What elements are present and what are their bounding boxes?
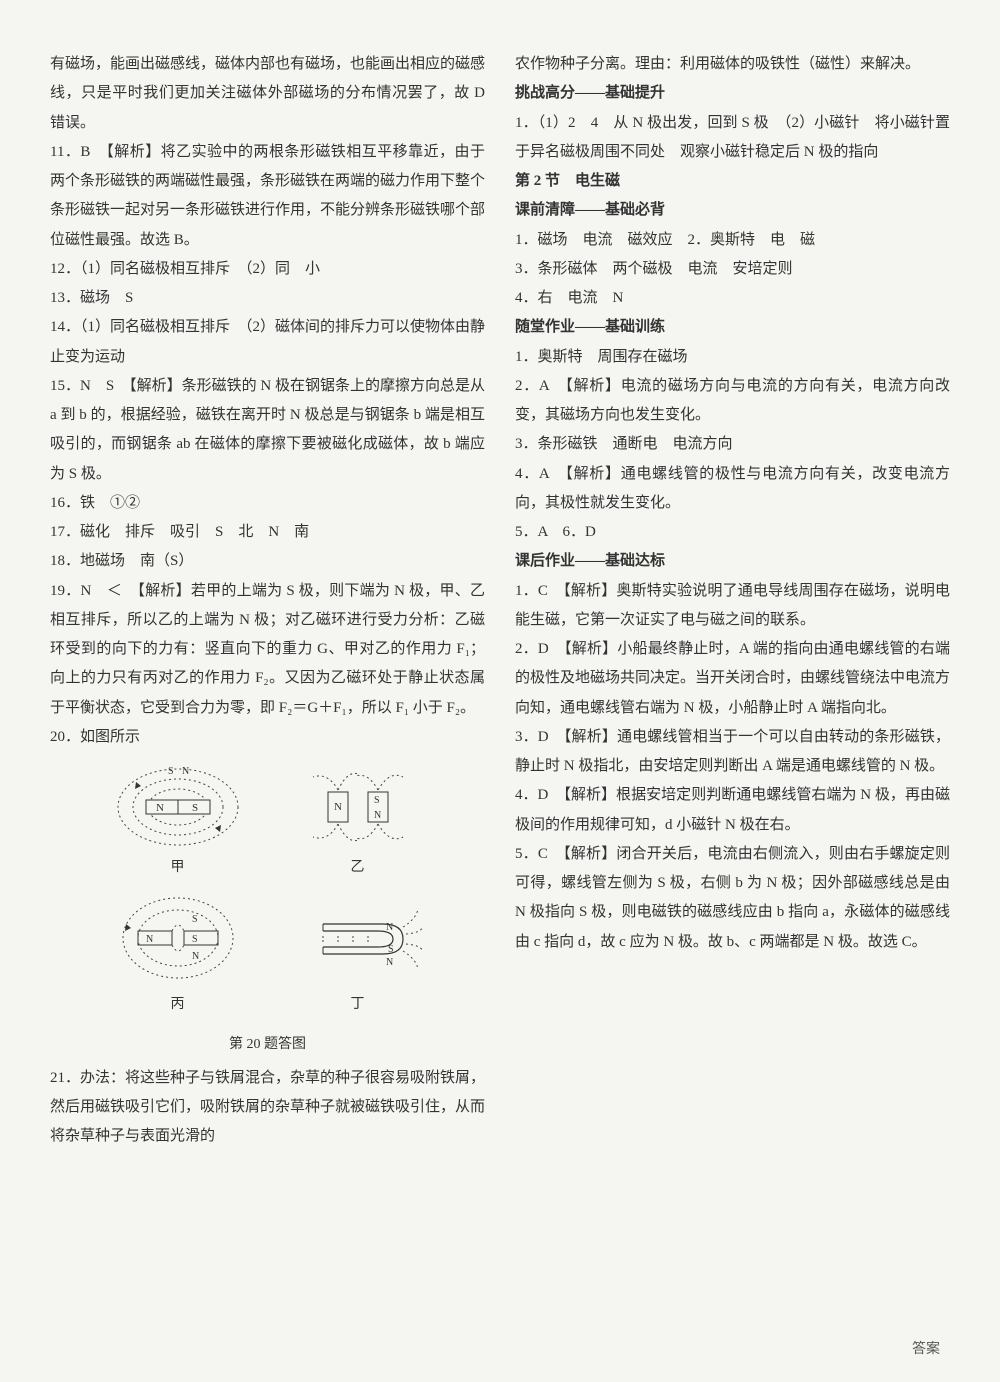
page-footer: 答案 [912, 1338, 940, 1358]
paragraph: 1．（1）2 4 从 N 极出发，回到 S 极 （2）小磁针 将小磁针置于异名磁… [515, 109, 950, 168]
chapter-heading: 第 2 节 电生磁 [515, 167, 950, 196]
figure-label: 甲 [171, 854, 185, 881]
svg-text:N: N [146, 934, 153, 945]
horseshoe-magnet-diagram-icon: N N S [288, 889, 428, 989]
figure-jia: N S S N 甲 [108, 762, 248, 881]
svg-text:N: N [374, 810, 381, 821]
svg-text:S: S [388, 944, 394, 955]
section-heading: 课后作业——基础达标 [515, 547, 950, 576]
section-heading: 挑战高分——基础提升 [515, 79, 950, 108]
svg-text:N: N [334, 801, 342, 813]
paragraph: 3．D 【解析】通电螺线管相当于一个可以自由转动的条形磁铁，静止时 N 极指北，… [515, 723, 950, 782]
paragraph: 17．磁化 排斥 吸引 S 北 N 南 [50, 518, 485, 547]
paragraph: 19．N ＜ 【解析】若甲的上端为 S 极，则下端为 N 极，甲、乙相互排斥，所… [50, 577, 485, 723]
document-page: 有磁场，能画出磁感线，磁体内部也有磁场，也能画出相应的磁感线，只是平时我们更加关… [0, 0, 1000, 1382]
svg-text:N: N [156, 802, 164, 814]
section-heading: 随堂作业——基础训练 [515, 313, 950, 342]
figure-label: 乙 [351, 854, 365, 881]
magnet-diagram-icon: N S S N [108, 762, 248, 852]
paragraph: 农作物种子分离。理由：利用磁体的吸铁性（磁性）来解决。 [515, 50, 950, 79]
paragraph: 3．条形磁铁 通断电 电流方向 [515, 430, 950, 459]
paragraph: 4．A 【解析】通电螺线管的极性与电流方向有关，改变电流方向，其极性就发生变化。 [515, 460, 950, 519]
svg-text:S: S [192, 914, 198, 925]
two-magnets-diagram-icon: N S S N [108, 889, 248, 989]
figure-label: 丙 [171, 991, 185, 1018]
figure-q20: N S S N 甲 N S N [50, 762, 485, 1058]
paragraph: 5．A 6．D [515, 518, 950, 547]
paragraph: 20．如图所示 [50, 723, 485, 752]
paragraph: 13．磁场 S [50, 284, 485, 313]
svg-text:S: S [374, 795, 380, 806]
svg-text:S: S [192, 934, 198, 945]
paragraph: 4．D 【解析】根据安培定则判断通电螺线管右端为 N 极，再由磁极间的作用规律可… [515, 781, 950, 840]
paragraph: 4．右 电流 N [515, 284, 950, 313]
paragraph: 1．磁场 电流 磁效应 2．奥斯特 电 磁 [515, 226, 950, 255]
figure-ding: N N S 丁 [288, 889, 428, 1018]
paragraph: 1．奥斯特 周围存在磁场 [515, 343, 950, 372]
paragraph: 11．B 【解析】将乙实验中的两根条形磁铁相互平移靠近，由于两个条形磁铁的两端磁… [50, 138, 485, 255]
figure-caption: 第 20 题答图 [229, 1031, 306, 1058]
paragraph: 12．（1）同名磁极相互排斥 （2）同 小 [50, 255, 485, 284]
svg-text:N: N [182, 766, 189, 777]
svg-text:N: N [192, 951, 199, 962]
paragraph: 21．办法：将这些种子与铁屑混合，杂草的种子很容易吸附铁屑，然后用磁铁吸引它们，… [50, 1064, 485, 1152]
svg-text:N: N [386, 957, 393, 968]
paragraph: 2．D 【解析】小船最终静止时，A 端的指向由通电螺线管的右端的极性及地磁场共同… [515, 635, 950, 723]
paragraph: 3．条形磁体 两个磁极 电流 安培定则 [515, 255, 950, 284]
paragraph: 16．铁 ①② [50, 489, 485, 518]
figure-label: 丁 [351, 991, 365, 1018]
right-column: 农作物种子分离。理由：利用磁体的吸铁性（磁性）来解决。 挑战高分——基础提升 1… [515, 50, 950, 1352]
paragraph: 14．（1）同名磁极相互排斥 （2）磁体间的排斥力可以使物体由静止变为运动 [50, 313, 485, 372]
paragraph: 2．A 【解析】电流的磁场方向与电流的方向有关，电流方向改变，其磁场方向也发生变… [515, 372, 950, 431]
paragraph: 1．C 【解析】奥斯特实验说明了通电导线周围存在磁场，说明电能生磁，它第一次证实… [515, 577, 950, 636]
figure-bing: N S S N 丙 [108, 889, 248, 1018]
paragraph: 18．地磁场 南（S） [50, 547, 485, 576]
svg-text:S: S [168, 766, 174, 777]
section-heading: 课前清障——基础必背 [515, 196, 950, 225]
left-column: 有磁场，能画出磁感线，磁体内部也有磁场，也能画出相应的磁感线，只是平时我们更加关… [50, 50, 485, 1352]
paragraph: 5．C 【解析】闭合开关后，电流由右侧流入，则由右手螺旋定则可得，螺线管左侧为 … [515, 840, 950, 957]
svg-text:N: N [386, 922, 393, 933]
svg-text:S: S [192, 802, 198, 814]
paragraph: 15．N S 【解析】条形磁铁的 N 极在钢锯条上的摩擦方向总是从 a 到 b … [50, 372, 485, 489]
figure-yi: N S N 乙 [288, 762, 428, 881]
paragraph: 有磁场，能画出磁感线，磁体内部也有磁场，也能画出相应的磁感线，只是平时我们更加关… [50, 50, 485, 138]
magnet-poles-diagram-icon: N S N [288, 762, 428, 852]
